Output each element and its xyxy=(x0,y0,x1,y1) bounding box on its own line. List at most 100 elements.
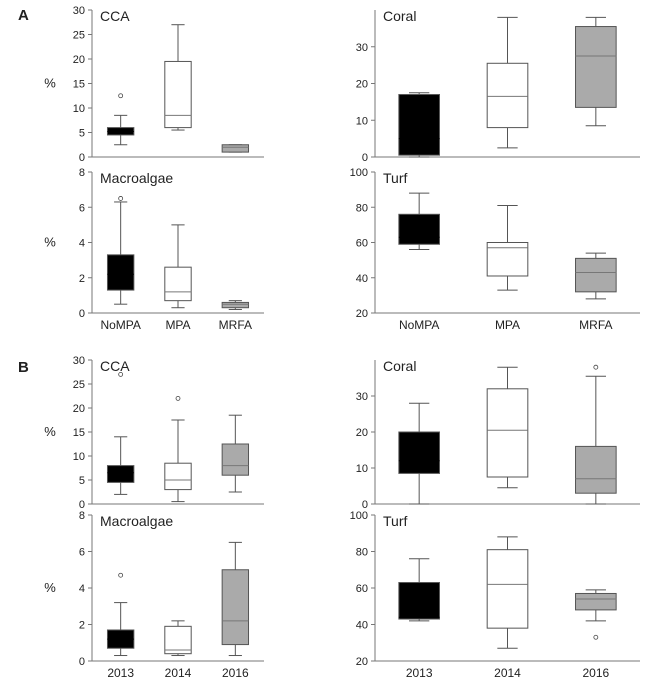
y-tick-label: 20 xyxy=(73,403,85,415)
panel-label-a: A xyxy=(18,7,29,24)
panel-4: 0 5 10 15 20 25 30 CCA% xyxy=(44,355,264,511)
outlier-point xyxy=(593,364,599,370)
box-MPA xyxy=(486,62,529,129)
y-tick-label: 6 xyxy=(79,202,85,214)
panel-6: 0 2 4 6 8 Macroalgae% 2013 2014 2016 xyxy=(44,510,264,680)
y-axis-label: % xyxy=(44,76,56,91)
outlier-point xyxy=(118,93,124,99)
x-category-label: 2016 xyxy=(582,666,609,680)
box-NoMPA xyxy=(398,94,440,156)
y-tick-label: 15 xyxy=(73,427,85,439)
y-tick-label: 40 xyxy=(356,273,368,285)
box-MPA xyxy=(164,266,192,302)
panel-title: Turf xyxy=(383,170,407,186)
outlier-point xyxy=(593,634,599,640)
y-tick-label: 60 xyxy=(356,583,368,595)
y-tick-label: 15 xyxy=(73,79,85,91)
y-tick-label: 20 xyxy=(356,427,368,439)
y-tick-label: 20 xyxy=(356,656,368,668)
box-MRFA xyxy=(575,26,617,108)
panel-label-b: B xyxy=(18,359,29,376)
panel-title: CCA xyxy=(100,358,130,374)
x-category-label: 2013 xyxy=(406,666,433,680)
box-2016 xyxy=(575,445,617,494)
box-MPA xyxy=(164,60,192,129)
panel-7: 20 40 60 80 100 Turf 2013 2014 2016 xyxy=(350,510,640,680)
y-axis-label: % xyxy=(44,235,56,250)
box-2016 xyxy=(221,569,250,646)
y-tick-label: 0 xyxy=(362,499,368,511)
y-tick-label: 4 xyxy=(79,583,85,595)
y-tick-label: 25 xyxy=(73,30,85,42)
y-tick-label: 10 xyxy=(356,463,368,475)
x-category-label: MRFA xyxy=(219,318,252,332)
y-tick-label: 30 xyxy=(73,5,85,17)
outlier-point xyxy=(118,371,124,377)
y-tick-label: 2 xyxy=(79,273,85,285)
y-tick-label: 30 xyxy=(356,42,368,54)
box-2013 xyxy=(106,465,135,483)
panel-title: Macroalgae xyxy=(100,513,173,529)
box-2013 xyxy=(398,582,440,620)
outlier-point xyxy=(175,395,181,401)
y-tick-label: 30 xyxy=(356,391,368,403)
y-tick-label: 20 xyxy=(356,79,368,91)
y-tick-label: 100 xyxy=(350,510,368,522)
box-2016 xyxy=(575,592,617,611)
y-tick-label: 80 xyxy=(356,202,368,214)
box-MRFA xyxy=(575,257,617,293)
x-category-label: 2013 xyxy=(107,666,134,680)
box-NoMPA xyxy=(106,254,135,291)
box-2013 xyxy=(398,431,440,474)
panel-title: Turf xyxy=(383,513,407,529)
y-tick-label: 25 xyxy=(73,379,85,391)
panel-2: 0 2 4 6 8 Macroalgae% NoMPA MPA MRFA xyxy=(44,167,264,332)
y-tick-label: 2 xyxy=(79,620,85,632)
y-tick-label: 6 xyxy=(79,547,85,559)
outlier-point xyxy=(118,572,124,578)
y-tick-label: 40 xyxy=(356,620,368,632)
panel-3: 20 40 60 80 100 Turf NoMPA MPA MRFA xyxy=(350,167,640,332)
y-tick-label: 10 xyxy=(73,103,85,115)
y-tick-label: 0 xyxy=(79,499,85,511)
y-tick-label: 0 xyxy=(79,656,85,668)
y-tick-label: 4 xyxy=(79,238,85,250)
box-2014 xyxy=(486,549,529,629)
y-tick-label: 0 xyxy=(79,308,85,320)
box-2014 xyxy=(164,625,192,655)
y-tick-label: 20 xyxy=(356,308,368,320)
x-category-label: 2014 xyxy=(494,666,521,680)
y-tick-label: 30 xyxy=(73,355,85,367)
box-2014 xyxy=(164,462,192,491)
x-category-label: MRFA xyxy=(579,318,612,332)
box-MRFA xyxy=(221,301,250,309)
box-NoMPA xyxy=(398,213,440,245)
outlier-point xyxy=(118,196,124,201)
y-tick-label: 80 xyxy=(356,547,368,559)
panel-1: 0 10 20 30 Coral xyxy=(356,8,640,164)
y-axis-label: % xyxy=(44,580,56,595)
y-tick-label: 8 xyxy=(79,510,85,522)
box-2016 xyxy=(221,443,250,476)
y-tick-label: 0 xyxy=(362,152,368,164)
x-category-label: 2014 xyxy=(165,666,192,680)
panel-title: CCA xyxy=(100,8,130,24)
y-tick-label: 5 xyxy=(79,128,85,140)
box-2014 xyxy=(486,388,529,478)
y-tick-label: 60 xyxy=(356,238,368,250)
y-tick-label: 20 xyxy=(73,54,85,66)
y-tick-label: 100 xyxy=(350,167,368,179)
x-category-label: NoMPA xyxy=(399,318,439,332)
panel-title: Macroalgae xyxy=(100,170,173,186)
x-category-label: 2016 xyxy=(222,666,249,680)
panel-0: 0 5 10 15 20 25 30 CCA% xyxy=(44,5,264,164)
y-tick-label: 5 xyxy=(79,475,85,487)
panel-5: 0 10 20 30 Coral xyxy=(356,358,640,511)
panel-title: Coral xyxy=(383,358,416,374)
y-tick-label: 10 xyxy=(73,451,85,463)
y-tick-label: 8 xyxy=(79,167,85,179)
y-tick-label: 0 xyxy=(79,152,85,164)
x-category-label: MPA xyxy=(495,318,520,332)
